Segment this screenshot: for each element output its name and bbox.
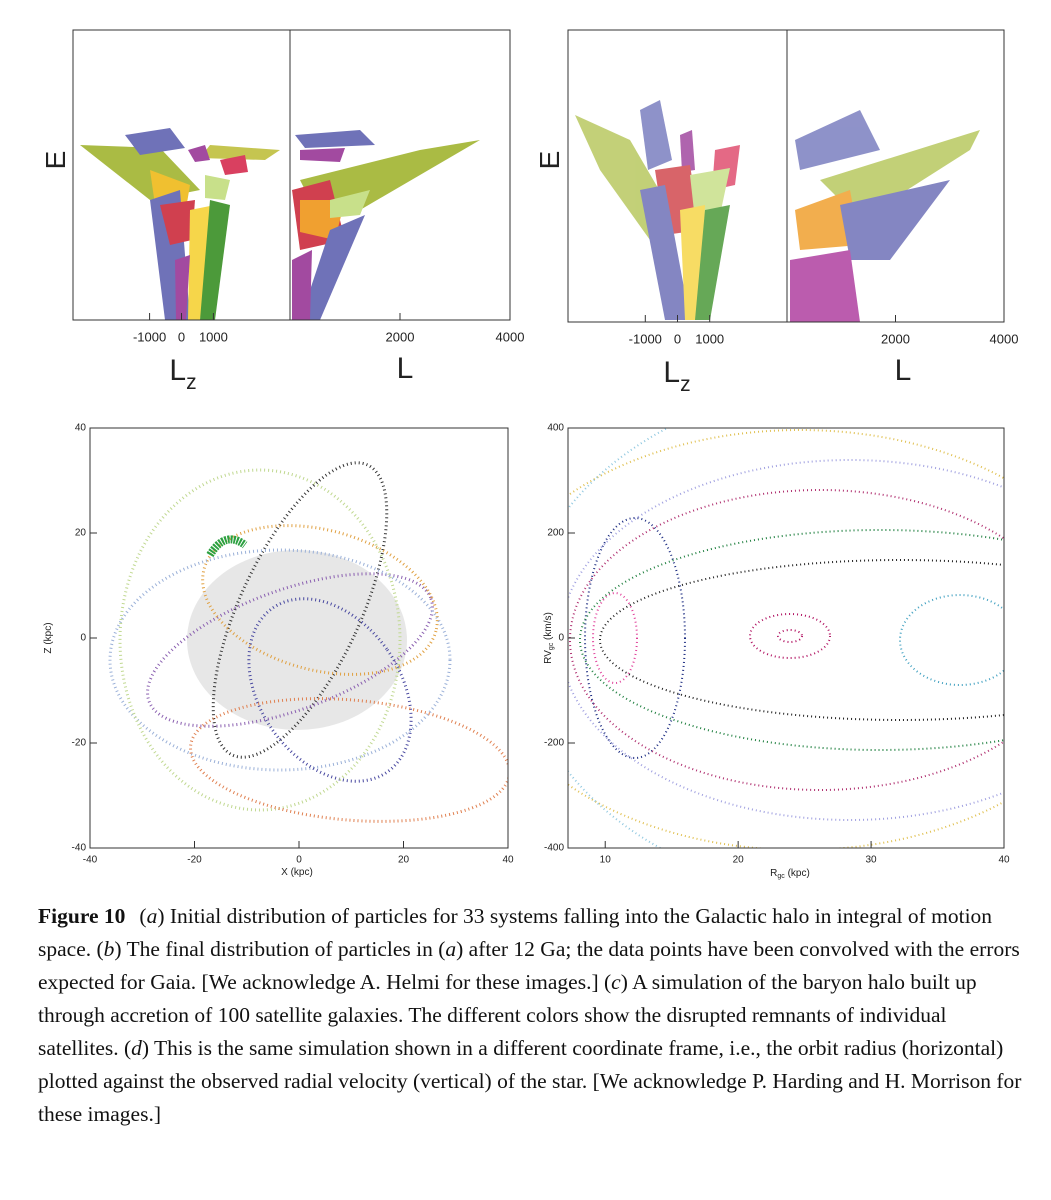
x-tick-label: -40 xyxy=(83,855,98,866)
caption-text: ) This is the same simulation shown in a… xyxy=(38,1036,1022,1126)
x-tick-label: 20 xyxy=(398,855,410,866)
x-tick-label: 4000 xyxy=(496,329,525,344)
x-tick-label: 1000 xyxy=(199,329,228,344)
x-axis-label: L xyxy=(397,352,414,385)
label-part: X (kpc) xyxy=(281,867,313,878)
x-tick-label: -1000 xyxy=(133,329,166,344)
y-tick-label: 40 xyxy=(75,423,87,434)
x-tick-label: 2000 xyxy=(386,329,415,344)
x-tick-label: -1000 xyxy=(629,331,662,346)
panel-letter: a xyxy=(146,904,158,928)
panel-letter: b xyxy=(103,937,115,961)
label-part: gc xyxy=(548,642,555,650)
label-part: L xyxy=(663,356,680,389)
x-tick-label: 0 xyxy=(296,855,302,866)
particle-cloud xyxy=(108,461,508,823)
x-tick-label: 40 xyxy=(998,855,1010,866)
particle-cloud xyxy=(568,428,1004,848)
x-tick-label: 10 xyxy=(600,855,612,866)
x-tick-label: 40 xyxy=(502,855,514,866)
panel-letter: a xyxy=(445,937,457,961)
label-part: (kpc) xyxy=(785,868,810,879)
y-axis-label: E xyxy=(40,151,71,170)
label-part: E xyxy=(534,151,565,170)
label-part: (km/s) xyxy=(543,612,554,643)
y-tick-label: -40 xyxy=(72,843,87,854)
label-part: L xyxy=(397,352,414,385)
x-tick-label: 0 xyxy=(674,331,681,346)
y-tick-label: -20 xyxy=(72,738,87,749)
x-axis-label: X (kpc) xyxy=(281,867,313,878)
x-axis-label: Lz xyxy=(169,354,196,394)
x-tick-label: 30 xyxy=(866,855,878,866)
plot-frame xyxy=(567,427,1005,849)
y-tick-label: 200 xyxy=(547,528,564,539)
x-tick-label: 0 xyxy=(178,329,185,344)
y-tick-label: 400 xyxy=(547,423,564,434)
label-part: gc xyxy=(777,873,785,880)
label-part: z xyxy=(186,371,197,394)
y-tick-label: -400 xyxy=(544,843,564,854)
label-part: RV xyxy=(543,650,554,664)
label-part: R xyxy=(770,868,777,879)
y-tick-label: -200 xyxy=(544,738,564,749)
caption: Figure 10 (a) Initial distribution of par… xyxy=(38,900,1023,1131)
panel-letter: d xyxy=(131,1036,142,1060)
x-tick-label: 1000 xyxy=(695,331,724,346)
x-tick-label: 4000 xyxy=(990,331,1019,346)
caption-text: ) A simulation of the baryon halo built … xyxy=(38,970,977,1060)
x-tick-label: 2000 xyxy=(881,331,910,346)
panel-letter: c xyxy=(611,970,621,994)
caption-text: ) The final distribution of particles in… xyxy=(114,937,446,961)
y-tick-label: 20 xyxy=(75,528,87,539)
label-part: z xyxy=(680,373,691,396)
caption-text: ( xyxy=(139,904,147,928)
label-part: L xyxy=(169,354,186,387)
caption-text: ) Initial distribution of particles for … xyxy=(38,904,993,961)
y-axis-label: Z (kpc) xyxy=(43,622,54,653)
y-tick-label: 0 xyxy=(80,633,86,644)
x-axis-label: Rgc (kpc) xyxy=(770,868,810,881)
y-axis-label: E xyxy=(534,151,565,170)
x-tick-label: -20 xyxy=(187,855,202,866)
label-part: Z (kpc) xyxy=(43,622,54,653)
y-tick-label: 0 xyxy=(558,633,564,644)
label-part: L xyxy=(895,354,912,387)
label-part: E xyxy=(40,151,71,170)
x-axis-label: Lz xyxy=(663,356,690,396)
x-axis-label: L xyxy=(895,354,912,387)
particle-cloud xyxy=(80,128,480,320)
caption-text: ) after 12 Ga; the data points have been… xyxy=(38,937,1020,994)
y-axis-label: RVgc (km/s) xyxy=(543,612,556,664)
x-tick-label: 20 xyxy=(733,855,745,866)
particle-cloud xyxy=(575,100,980,322)
caption-label: Figure 10 xyxy=(38,904,126,928)
